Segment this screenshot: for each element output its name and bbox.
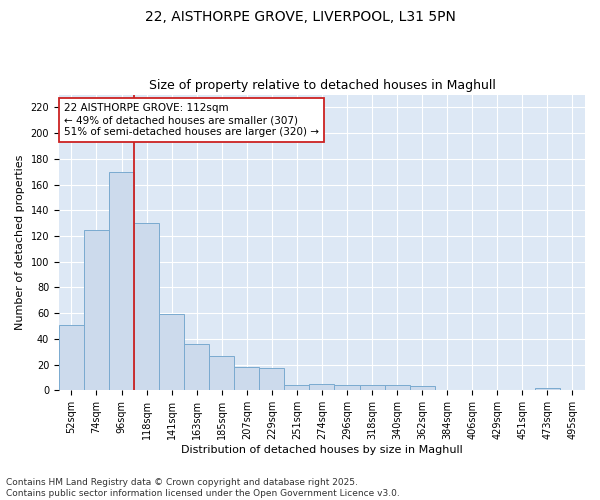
Bar bbox=[310, 384, 334, 390]
Bar bbox=[410, 386, 434, 390]
Bar bbox=[209, 356, 234, 390]
Y-axis label: Number of detached properties: Number of detached properties bbox=[15, 155, 25, 330]
Bar bbox=[109, 172, 134, 390]
X-axis label: Distribution of detached houses by size in Maghull: Distribution of detached houses by size … bbox=[181, 445, 463, 455]
Text: 22, AISTHORPE GROVE, LIVERPOOL, L31 5PN: 22, AISTHORPE GROVE, LIVERPOOL, L31 5PN bbox=[145, 10, 455, 24]
Bar bbox=[184, 344, 209, 391]
Bar bbox=[234, 367, 259, 390]
Bar bbox=[385, 385, 410, 390]
Text: 22 AISTHORPE GROVE: 112sqm
← 49% of detached houses are smaller (307)
51% of sem: 22 AISTHORPE GROVE: 112sqm ← 49% of deta… bbox=[64, 104, 319, 136]
Bar bbox=[134, 223, 159, 390]
Bar bbox=[284, 385, 310, 390]
Bar bbox=[84, 230, 109, 390]
Bar bbox=[59, 325, 84, 390]
Text: Contains HM Land Registry data © Crown copyright and database right 2025.
Contai: Contains HM Land Registry data © Crown c… bbox=[6, 478, 400, 498]
Title: Size of property relative to detached houses in Maghull: Size of property relative to detached ho… bbox=[149, 79, 496, 92]
Bar bbox=[259, 368, 284, 390]
Bar bbox=[359, 385, 385, 390]
Bar bbox=[159, 314, 184, 390]
Bar bbox=[535, 388, 560, 390]
Bar bbox=[334, 385, 359, 390]
